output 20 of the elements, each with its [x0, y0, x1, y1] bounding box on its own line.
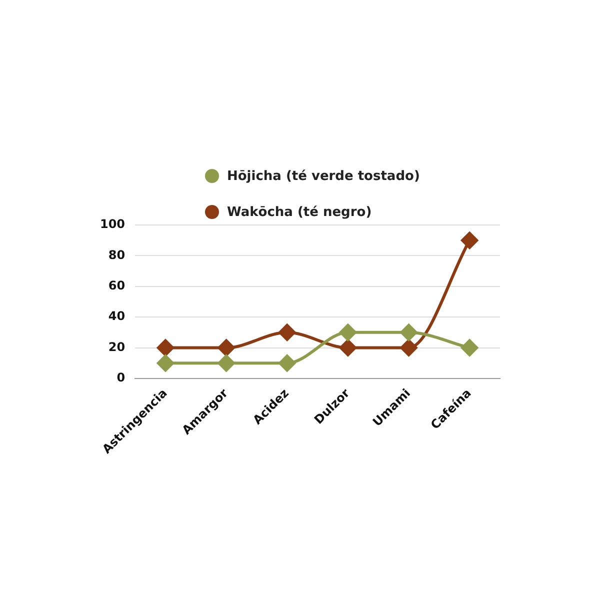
point [156, 354, 174, 372]
point [461, 232, 478, 249]
point [400, 324, 418, 341]
y-tick-label: 20 [108, 340, 126, 354]
point [339, 339, 356, 356]
y-tick-label: 60 [108, 278, 126, 293]
point [461, 339, 478, 356]
y-tick-label: 40 [108, 309, 126, 324]
y-tick-label: 80 [108, 248, 126, 262]
point [156, 339, 174, 356]
legend-label: Hōjicha (té verde tostado) [227, 168, 420, 184]
point [278, 354, 296, 372]
y-tick-label: 0 [116, 370, 126, 385]
y-tick-label: 100 [100, 217, 126, 232]
point [218, 354, 235, 372]
legend-label: Wakōcha (té negro) [227, 204, 372, 220]
point [400, 339, 418, 356]
point [339, 324, 356, 341]
point [218, 339, 235, 356]
point [278, 324, 296, 341]
